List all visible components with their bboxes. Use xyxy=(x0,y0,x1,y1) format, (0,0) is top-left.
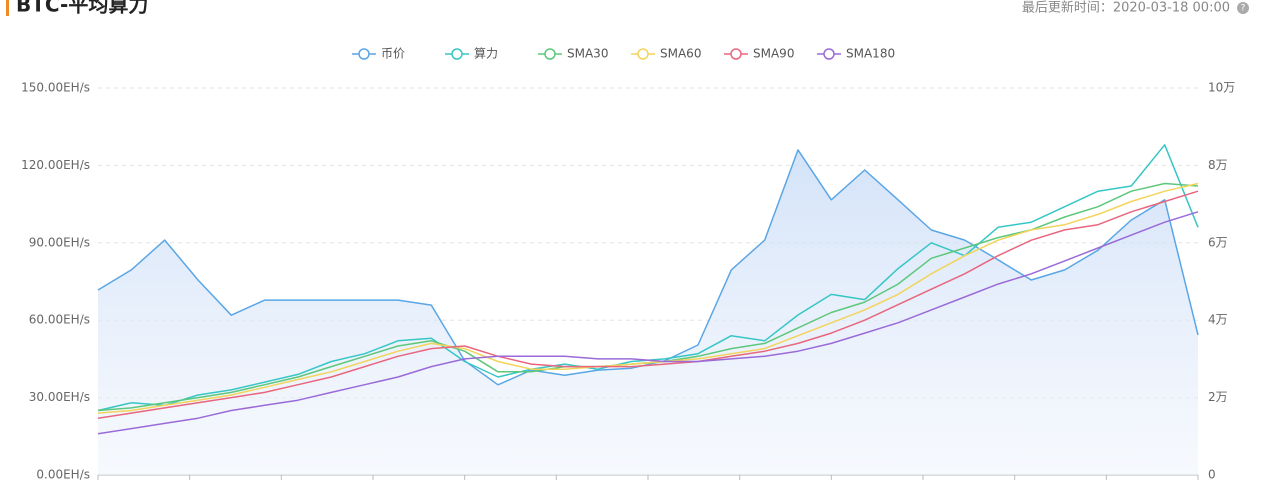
legend-label: SMA30 xyxy=(567,47,608,61)
series-line xyxy=(97,182,1199,414)
chart-title: BTC-平均算力 xyxy=(16,0,148,17)
y-tick-label: 30.00EH/s xyxy=(29,390,90,404)
legend-marker xyxy=(637,48,649,60)
title-marker xyxy=(6,0,9,16)
legend-marker xyxy=(451,48,463,60)
y2-tick-label: 8万 xyxy=(1208,158,1228,172)
y2-tick-label: 4万 xyxy=(1208,313,1228,327)
y2-tick-label: 0 xyxy=(1208,468,1216,481)
info-icon-glyph: ? xyxy=(1241,4,1246,14)
series-line xyxy=(97,211,1199,435)
legend-label: 币价 xyxy=(381,47,405,61)
subtitle: 最后更新时间：2020-03-18 00:00 xyxy=(1022,0,1230,16)
y-tick-label: 60.00EH/s xyxy=(29,313,90,327)
legend-label: SMA180 xyxy=(846,47,895,61)
series-line xyxy=(97,149,1199,386)
y2-tick-label: 2万 xyxy=(1208,390,1228,404)
y2-tick-label: 6万 xyxy=(1208,235,1228,249)
y-tick-label: 150.00EH/s xyxy=(21,81,90,95)
legend-marker xyxy=(823,48,835,60)
legend-marker xyxy=(730,48,742,60)
series-line xyxy=(97,190,1199,419)
legend-marker xyxy=(358,48,370,60)
info-icon[interactable] xyxy=(1237,2,1249,14)
y-tick-label: 90.00EH/s xyxy=(29,235,90,249)
y-tick-label: 120.00EH/s xyxy=(21,158,90,172)
y-tick-label: 0.00EH/s xyxy=(36,468,90,481)
price-area xyxy=(98,149,1198,475)
y2-tick-label: 10万 xyxy=(1208,81,1235,95)
legend-label: 算力 xyxy=(474,46,498,61)
legend-label: SMA60 xyxy=(660,47,701,61)
legend-marker xyxy=(544,48,556,60)
legend-label: SMA90 xyxy=(753,47,794,61)
